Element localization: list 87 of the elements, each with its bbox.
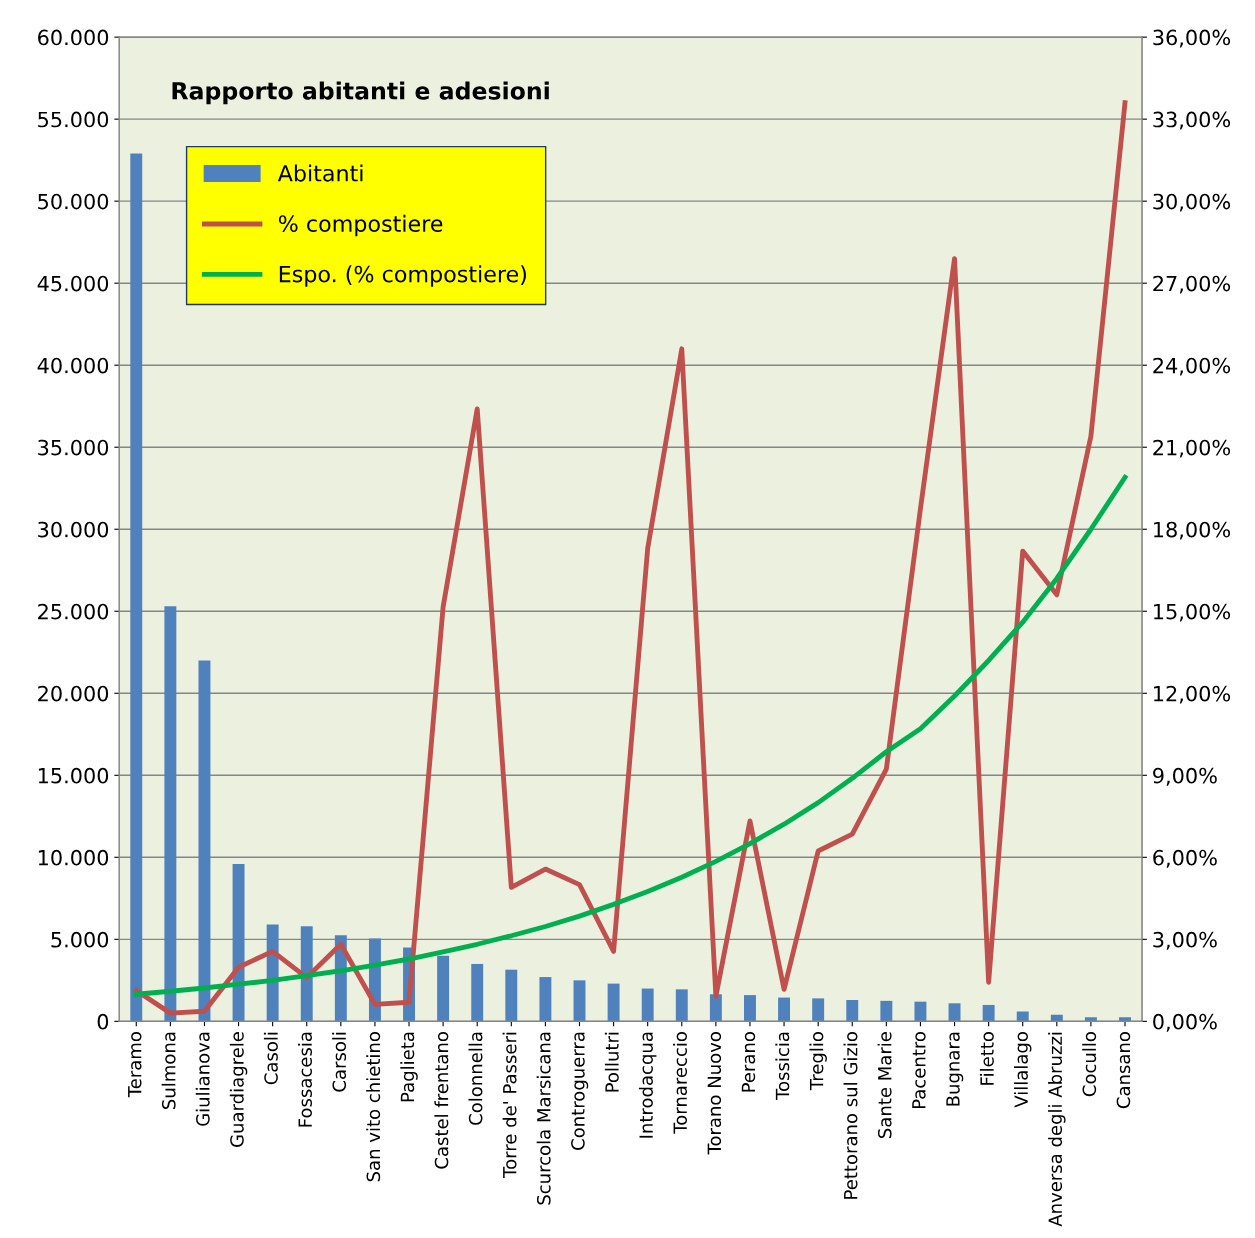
y-tick-label: 45.000 bbox=[37, 275, 109, 292]
legend-label: Espo. (% compostiere) bbox=[279, 265, 526, 287]
y2-tick-label: 36,00% bbox=[1153, 29, 1231, 48]
bar bbox=[1084, 1017, 1097, 1022]
bar bbox=[471, 963, 484, 1022]
y-tick-label: 30.000 bbox=[38, 521, 109, 538]
bar bbox=[1119, 1017, 1131, 1022]
bar bbox=[880, 1000, 893, 1022]
y-tick-label: 5.000 bbox=[51, 931, 109, 948]
bar bbox=[675, 989, 688, 1022]
y-tick-label: 0 bbox=[97, 1013, 109, 1030]
y2-tick-label: 33,00% bbox=[1153, 111, 1231, 130]
bar bbox=[607, 983, 620, 1022]
bar bbox=[641, 988, 654, 1022]
y-tick-label: 40.000 bbox=[37, 357, 109, 374]
x-tick-label: Introdacqua bbox=[638, 1032, 657, 1138]
y-tick-label: 15.000 bbox=[38, 767, 109, 784]
y2-tick-label: 3,00% bbox=[1153, 931, 1217, 950]
x-tick-label: Colonnella bbox=[468, 1032, 483, 1125]
bar bbox=[300, 926, 313, 1022]
x-tick-label: Torano Nuovo bbox=[707, 1032, 722, 1155]
y2-tick-label: 6,00% bbox=[1153, 849, 1217, 868]
legend-label: Abitanti bbox=[277, 164, 363, 182]
x-tick-label: Cansano bbox=[1116, 1032, 1131, 1109]
x-tick-label: Teramo bbox=[128, 1032, 142, 1098]
bar bbox=[130, 153, 143, 1022]
bar bbox=[164, 606, 177, 1022]
x-tick-label: Guardiagrele bbox=[229, 1032, 248, 1147]
bar bbox=[437, 955, 450, 1022]
x-tick-label: Controguerra bbox=[571, 1032, 589, 1150]
y2-tick-label: 27,00% bbox=[1153, 275, 1231, 294]
y2-tick-label: 15,00% bbox=[1154, 603, 1231, 622]
y-tick-label: 50.000 bbox=[38, 193, 109, 210]
x-tick-label: Giulianova bbox=[195, 1032, 210, 1126]
legend-label: % compostiere bbox=[278, 214, 443, 237]
bar bbox=[812, 998, 825, 1022]
x-tick-label: Sulmona bbox=[161, 1032, 176, 1109]
x-tick-label: Sante Marie bbox=[877, 1032, 892, 1138]
bar bbox=[778, 997, 791, 1022]
y2-tick-label: 24,00% bbox=[1153, 357, 1231, 376]
bar bbox=[232, 863, 245, 1022]
x-tick-label: Perano bbox=[741, 1032, 756, 1092]
y-tick-label: 25.000 bbox=[38, 603, 109, 620]
x-tick-label: San vito chietino bbox=[366, 1032, 381, 1182]
x-tick-label: Villalago bbox=[1013, 1032, 1032, 1108]
x-tick-label: Anversa degli Abruzzi bbox=[1048, 1032, 1066, 1227]
y-tick-label: 10.000 bbox=[38, 849, 109, 866]
bar bbox=[539, 977, 552, 1022]
y-tick-label: 60.000 bbox=[38, 29, 109, 46]
bar bbox=[948, 1003, 961, 1022]
x-tick-label: Pacentro bbox=[912, 1032, 926, 1109]
x-tick-label: Carsoli bbox=[332, 1032, 347, 1092]
bar bbox=[505, 969, 518, 1022]
x-tick-label: Bugnara bbox=[946, 1032, 964, 1106]
x-tick-label: Casoli bbox=[263, 1032, 278, 1085]
x-tick-label: Treglio bbox=[809, 1032, 827, 1091]
bar bbox=[914, 1001, 927, 1022]
x-tick-label: Torre de' Passeri bbox=[502, 1032, 517, 1178]
x-tick-label: Filetto bbox=[979, 1032, 994, 1085]
x-tick-label: Fossacesia bbox=[298, 1032, 312, 1127]
y-tick-label: 20.000 bbox=[38, 685, 109, 702]
y2-tick-label: 30,00% bbox=[1153, 193, 1231, 212]
bar bbox=[709, 994, 722, 1022]
y-tick-label: 55.000 bbox=[38, 111, 109, 128]
x-tick-label: Tossicia bbox=[775, 1032, 790, 1100]
y-tick-label: 35.000 bbox=[38, 439, 109, 456]
x-tick-label: Paglieta bbox=[400, 1032, 418, 1102]
bar bbox=[846, 1000, 859, 1022]
y2-tick-label: 0,00% bbox=[1153, 1013, 1217, 1032]
y2-tick-label: 21,00% bbox=[1153, 439, 1231, 458]
bar bbox=[198, 660, 211, 1022]
y2-tick-label: 18,00% bbox=[1154, 521, 1231, 540]
x-tick-label: Castel frentano bbox=[434, 1032, 449, 1169]
bar bbox=[982, 1004, 995, 1022]
text: Rapporto abitanti e adesioni bbox=[172, 81, 549, 105]
y2-tick-label: 12,00% bbox=[1154, 685, 1231, 704]
x-tick-label: Scurcola Marsicana bbox=[536, 1032, 551, 1205]
x-tick-label: Pettorano sul Gizio bbox=[843, 1032, 858, 1199]
bar bbox=[1016, 1011, 1029, 1022]
bar bbox=[573, 980, 586, 1022]
x-tick-label: Cocullo bbox=[1082, 1032, 1097, 1097]
y2-tick-label: 9,00% bbox=[1153, 767, 1217, 786]
x-tick-label: Pollutri bbox=[604, 1032, 619, 1092]
line-series bbox=[133, 474, 1128, 997]
x-tick-label: Tornareccio bbox=[673, 1032, 688, 1134]
bar bbox=[1050, 1014, 1063, 1022]
bar bbox=[744, 995, 756, 1022]
